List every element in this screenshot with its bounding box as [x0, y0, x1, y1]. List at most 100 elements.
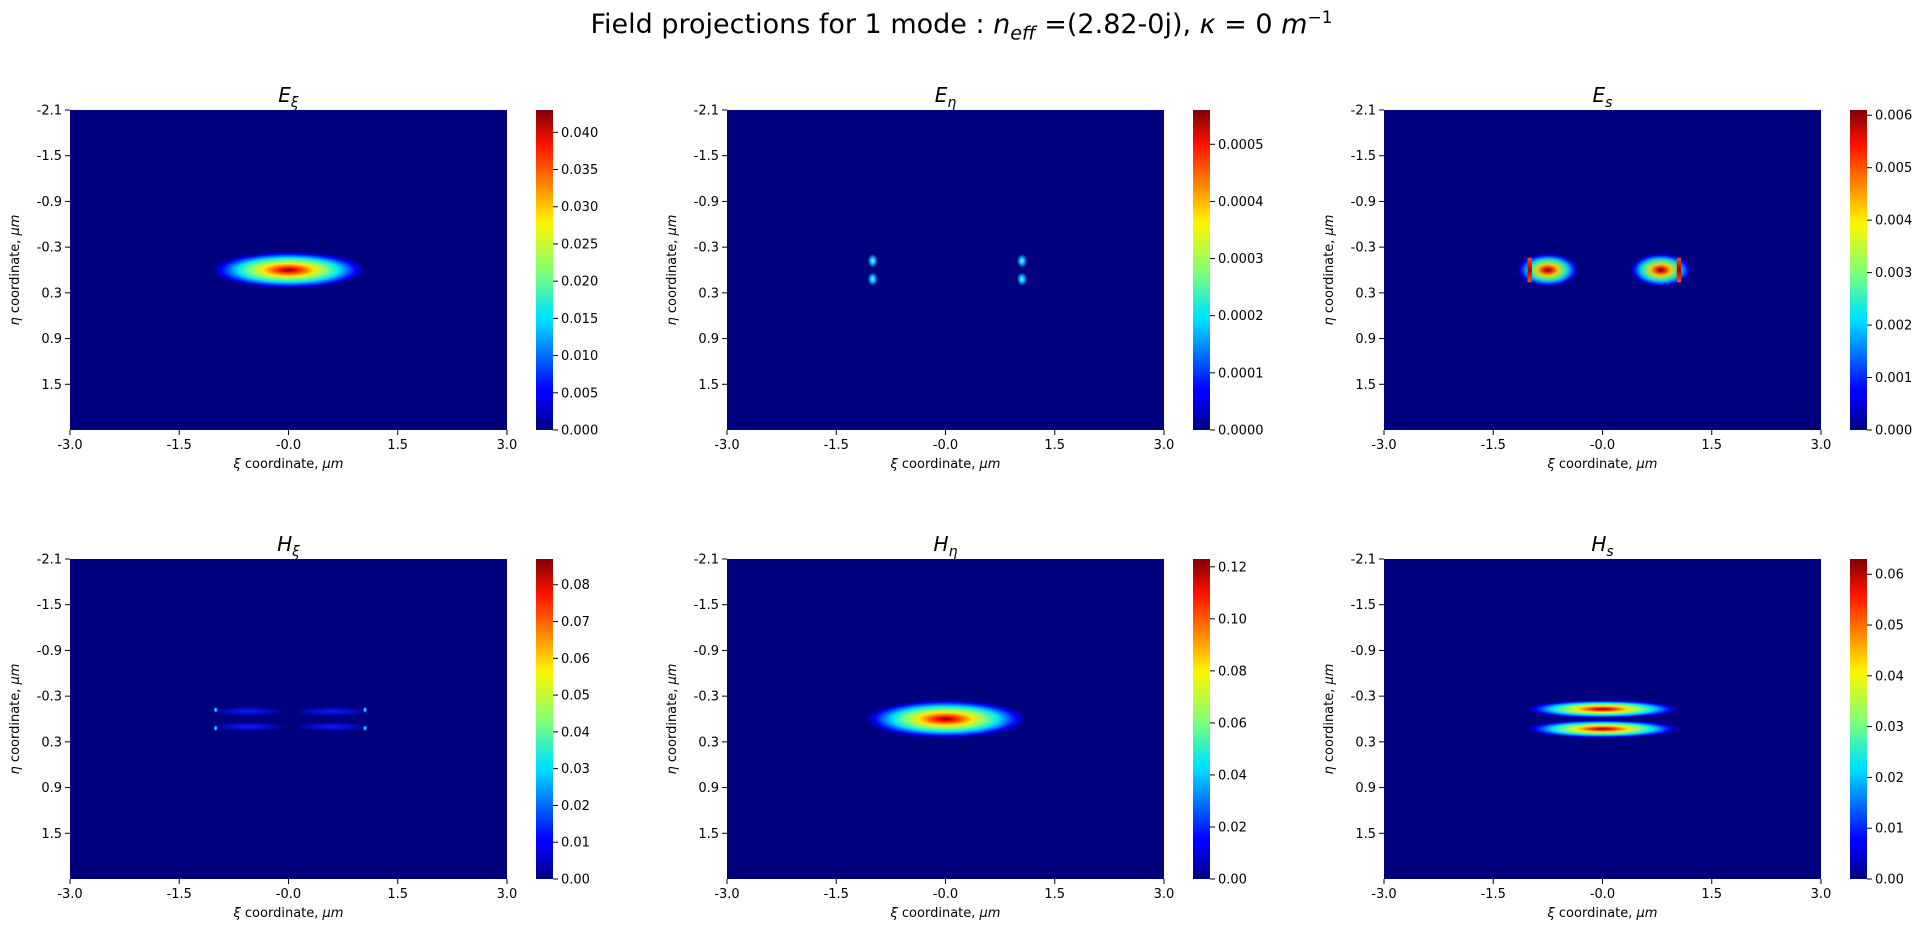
- y-tick-label: -0.9: [37, 195, 62, 210]
- field-feature-1: [865, 699, 1026, 739]
- field-feature-1: [1517, 253, 1579, 287]
- colorbar-tick-label: 0.010: [561, 349, 598, 364]
- x-tick-label: -1.5: [167, 438, 192, 453]
- figure-title-unit-exponent: −1: [1307, 8, 1333, 28]
- y-tick-label: -0.3: [694, 241, 719, 256]
- y-tick-label: -2.1: [1351, 553, 1376, 568]
- x-tick-label: 1.5: [387, 887, 408, 902]
- figure-title-prefix: Field projections for 1 mode :: [590, 9, 994, 40]
- heatmap-panel-2: Eη -3.0 -1.5 -0.0 1.5 3.0 -2.1 -1.5 -0.9 -0.3 0.3 0…: [665, 83, 1264, 472]
- y-tick-label: -0.3: [37, 241, 62, 256]
- colorbar-tick-label: 0.030: [561, 200, 598, 215]
- x-tick-label: -0.0: [933, 887, 958, 902]
- y-tick-label: 0.9: [41, 781, 62, 796]
- colorbar-tick-label: 0.005: [1875, 161, 1912, 176]
- x-tick-label: -0.0: [276, 438, 301, 453]
- field-feature-8: [362, 725, 368, 732]
- y-tick-label: -1.5: [694, 149, 719, 164]
- colorbar-tick-label: 0.02: [561, 799, 590, 814]
- x-tick-label: -0.0: [933, 438, 958, 453]
- heatmap-background: [70, 559, 507, 879]
- colorbar-tick-label: 0.04: [1875, 669, 1904, 684]
- colorbar-tick-label: 0.00: [1875, 873, 1904, 888]
- y-tick-label: -2.1: [694, 553, 719, 568]
- x-tick-label: -3.0: [714, 887, 739, 902]
- colorbar-tick-label: 0.003: [1875, 266, 1912, 281]
- y-tick-label: -1.5: [694, 598, 719, 613]
- x-tick-label: -0.0: [276, 887, 301, 902]
- y-axis-label: η coordinate, μm: [665, 215, 680, 326]
- y-tick-label: 0.9: [1355, 781, 1376, 796]
- field-feature-3: [295, 706, 369, 716]
- x-tick-label: 1.5: [1701, 438, 1722, 453]
- colorbar-tick-label: 0.10: [1218, 612, 1247, 627]
- heatmap-panel-3: Es -3.0 -1.5 -0.0 1.5 3.0 -2.1 -1.5 -0.9 -0.3 0.3 0…: [1322, 83, 1912, 472]
- y-tick-label: 0.3: [698, 286, 719, 301]
- x-tick-label: -1.5: [1481, 887, 1506, 902]
- y-tick-label: 0.3: [41, 735, 62, 750]
- field-feature-1: [212, 706, 285, 716]
- y-tick-label: 1.5: [698, 827, 719, 842]
- x-tick-label: -3.0: [1371, 438, 1396, 453]
- colorbar-tick-label: 0.004: [1875, 214, 1912, 229]
- x-tick-label: 3.0: [1154, 887, 1175, 902]
- colorbar-tick-label: 0.002: [1875, 319, 1912, 334]
- heatmap-background: [1384, 110, 1821, 430]
- colorbar-tick-label: 0.01: [1875, 822, 1904, 837]
- x-tick-label: -0.0: [1590, 887, 1615, 902]
- y-tick-label: 0.3: [698, 735, 719, 750]
- colorbar-tick-label: 0.06: [561, 652, 590, 667]
- x-tick-label: 1.5: [387, 438, 408, 453]
- heatmap-panel-5: Hη -3.0 -1.5 -0.0 1.5 3.0 -2.1 -1.5 -0.9 -0.3 0.3 0…: [665, 532, 1247, 921]
- y-tick-label: -1.5: [1351, 598, 1376, 613]
- figure-title-kappa-value: = 0: [1215, 9, 1282, 40]
- colorbar-tick-label: 0.0001: [1218, 366, 1264, 381]
- colorbar-tick-label: 0.03: [561, 762, 590, 777]
- colorbar-tick-label: 0.005: [561, 386, 598, 401]
- colorbar-tick-label: 0.04: [561, 725, 590, 740]
- colorbar-tick-label: 0.020: [561, 275, 598, 290]
- x-tick-label: -1.5: [167, 887, 192, 902]
- y-tick-label: -0.9: [1351, 195, 1376, 210]
- colorbar-tick-label: 0.040: [561, 126, 598, 141]
- field-feature-7: [362, 706, 368, 713]
- x-axis-label: ξ coordinate, μm: [1547, 457, 1658, 472]
- colorbar-tick-label: 0.015: [561, 312, 598, 327]
- x-tick-label: -3.0: [1371, 887, 1396, 902]
- panel-title: Hη: [934, 532, 958, 560]
- colorbar-tick-label: 0.006: [1875, 109, 1912, 124]
- y-tick-label: -0.9: [1351, 644, 1376, 659]
- colorbar: [536, 559, 553, 879]
- panel-title: Hs: [1591, 532, 1613, 560]
- x-tick-label: 3.0: [1811, 887, 1832, 902]
- colorbar-tick-label: 0.025: [561, 237, 598, 252]
- panel-title: Eξ: [278, 83, 299, 111]
- figure-title-neff-value: =(2.82-0j),: [1035, 9, 1200, 40]
- heatmap-background: [727, 110, 1164, 430]
- colorbar-tick-label: 0.05: [1875, 619, 1904, 634]
- x-tick-label: -1.5: [1481, 438, 1506, 453]
- colorbar-tick-label: 0.04: [1218, 768, 1247, 783]
- colorbar-tick-label: 0.01: [561, 836, 590, 851]
- x-tick-label: 3.0: [1811, 438, 1832, 453]
- x-tick-label: -3.0: [57, 887, 82, 902]
- colorbar-tick-label: 0.06: [1218, 716, 1247, 731]
- colorbar-tick-label: 0.07: [561, 615, 590, 630]
- y-tick-label: 0.3: [41, 286, 62, 301]
- colorbar: [536, 110, 553, 430]
- y-axis-label: η coordinate, μm: [1322, 664, 1337, 775]
- colorbar: [1850, 559, 1867, 879]
- figure-title: Field projections for 1 mode : neff =(2.…: [590, 8, 1333, 45]
- field-feature-2: [867, 272, 878, 286]
- colorbar-tick-label: 0.0004: [1218, 195, 1264, 210]
- x-tick-label: -3.0: [57, 438, 82, 453]
- field-feature-5: [213, 706, 218, 713]
- colorbar-tick-label: 0.00: [561, 873, 590, 888]
- x-tick-label: 1.5: [1044, 438, 1065, 453]
- field-feature-3: [1527, 257, 1532, 283]
- y-tick-label: 0.9: [698, 332, 719, 347]
- panel-title: Eη: [935, 83, 957, 111]
- y-tick-label: -0.9: [37, 644, 62, 659]
- y-tick-label: -0.9: [694, 644, 719, 659]
- y-tick-label: -1.5: [1351, 149, 1376, 164]
